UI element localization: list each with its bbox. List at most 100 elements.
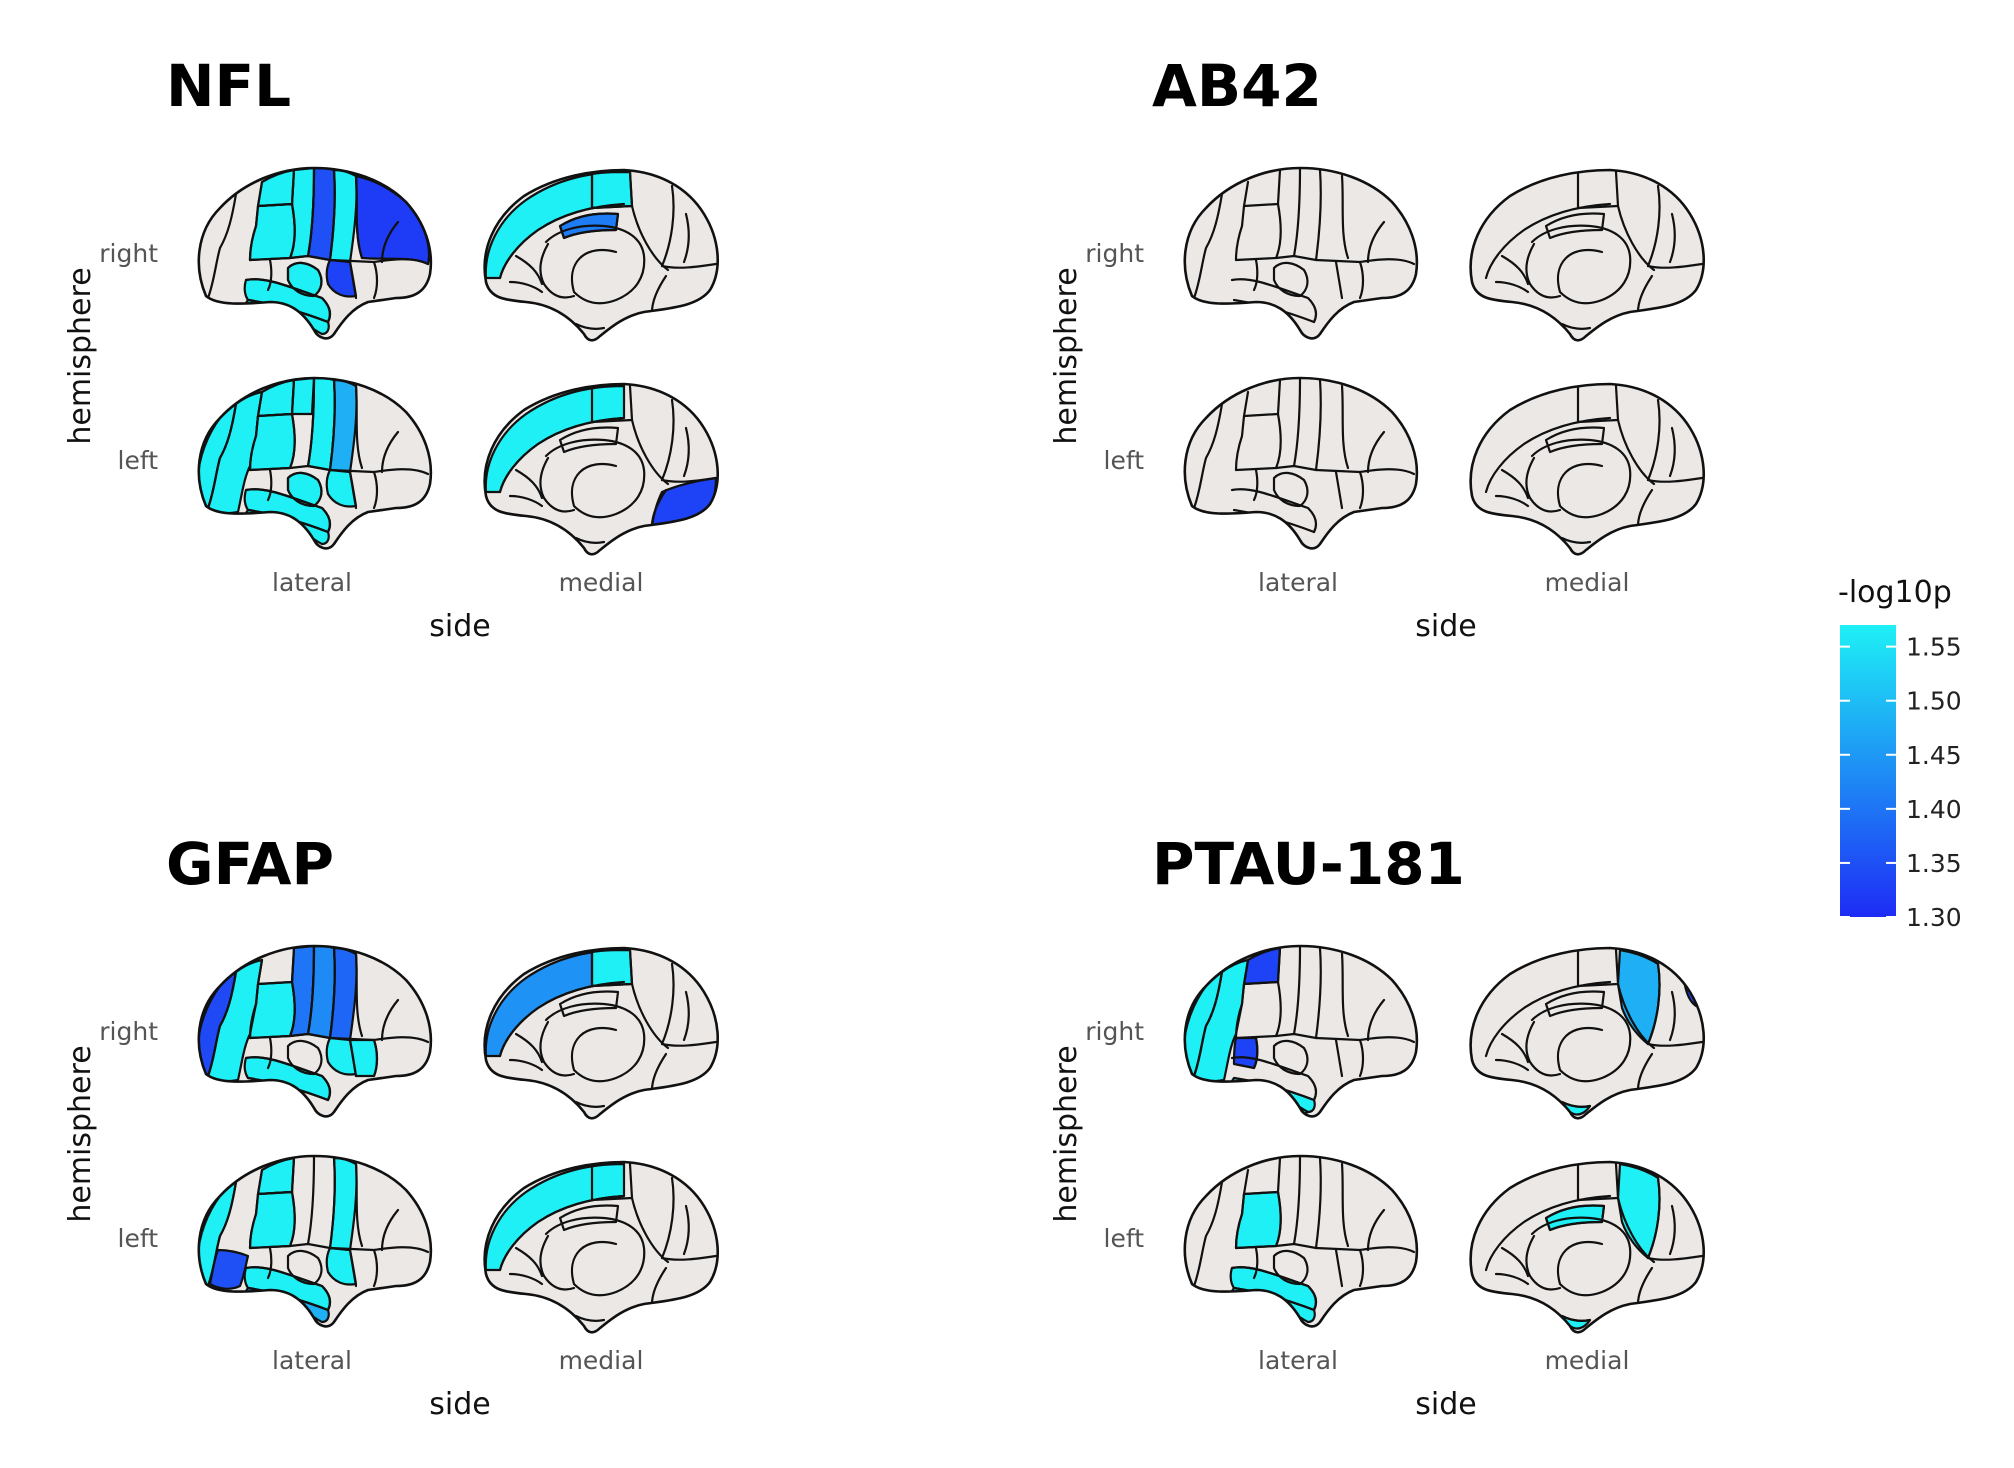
row-label-right: right [99,239,158,268]
cortex-surface [1470,384,1704,555]
region-paracentral [590,170,634,210]
region-boundary [248,390,264,472]
legend-tick-label: 1.40 [1906,795,1962,824]
region-boundary [1192,192,1224,300]
x-axis-title: side [429,1387,490,1422]
region-boundary [1500,1032,1530,1064]
row-label-left: left [118,1224,159,1253]
region-superior-parietal [1242,946,1282,986]
region-boundary [1192,402,1224,510]
region-boundary [380,220,400,264]
col-label-lateral: lateral [1258,568,1338,597]
region-boundary [682,1204,690,1256]
region-boundary [1234,1242,1318,1250]
col-label-lateral: lateral [1258,1346,1338,1375]
region-boundary [1646,1176,1661,1260]
panel-title: AB42 [1152,52,1322,120]
region-boundary [1274,378,1282,470]
region-superior-parietal [256,378,296,418]
region-boundary [1252,468,1259,502]
row-label-right: right [1085,1017,1144,1046]
region-boundary [372,1248,379,1288]
region-boundary [248,1032,332,1040]
region-boundary [514,254,544,286]
region-boundary [508,1058,544,1072]
region-boundary [1636,274,1654,314]
region-boundary [514,1246,544,1278]
brain-outline [1183,1154,1419,1328]
region-boundary [544,224,646,305]
region-bankssts [1232,1036,1259,1070]
region-boundary [650,1266,668,1306]
brain-ptau181-right-lateral [1183,944,1419,1118]
region-boundary [650,488,668,528]
region-boundary [1646,1254,1704,1261]
brain-ab42-left-medial [1469,382,1705,556]
region-boundary [1560,1100,1592,1108]
y-axis-title: hemisphere [1049,267,1084,444]
region-boundary [1544,1204,1606,1232]
region-boundary [288,946,296,1038]
x-axis-title: side [429,609,490,644]
region-boundary [1252,1036,1259,1070]
region-boundary [1340,1162,1350,1248]
region-boundary [1314,168,1322,262]
region-boundary [1234,958,1250,1040]
x-axis-title: side [1415,1387,1476,1422]
region-boundary [256,1190,294,1196]
region-boundary [1636,488,1654,528]
panel-title: GFAP [166,830,334,898]
region-boundary [266,468,273,502]
brain-gfap-right-medial [483,946,719,1120]
col-label-lateral: lateral [272,568,352,597]
region-postcentral-upper [290,378,316,416]
region-boundary [1358,1038,1365,1078]
region-boundary [1636,1266,1654,1306]
region-boundary [514,468,544,500]
region-boundary [1242,980,1280,986]
region-boundary [558,990,620,1018]
brain-outline [1183,376,1419,550]
brain-outline [1469,1160,1705,1334]
brain-ptau181-right-medial [1469,946,1705,1120]
region-boundary [1234,390,1250,472]
region-boundary [1530,438,1632,519]
region-boundary [1530,224,1632,305]
region-boundary [1530,1216,1632,1297]
region-boundary [1230,1056,1318,1102]
region-boundary [1314,378,1322,472]
region-boundary [1230,1266,1318,1312]
region-boundary [1544,212,1606,240]
region-boundary [660,184,675,268]
region-boundary [650,1052,668,1092]
region-boundary [248,1242,332,1250]
region-boundary [1366,430,1386,474]
region-boundary [682,426,690,478]
region-boundary [288,1156,296,1248]
region-boundary [660,1040,718,1047]
legend-title: -log10p [1838,575,1952,610]
region-boundary [1500,1246,1530,1278]
brain-ptau181-left-medial [1469,1160,1705,1334]
region-boundary [306,168,316,258]
cortex-surface [1470,170,1704,341]
region-boundary [354,1162,364,1248]
region-boundary [1560,536,1592,544]
region-boundary [1646,184,1661,268]
colorbar [1840,625,1896,917]
region-boundary [1230,488,1318,534]
region-boundary [1274,946,1282,1038]
region-boundary [372,1038,379,1078]
region-boundary [380,430,400,474]
row-label-left: left [1104,446,1145,475]
brain-outline [483,382,719,556]
region-boundary [256,412,294,418]
region-boundary [539,1020,576,1077]
region-boundary [1274,168,1282,260]
region-boundary [574,536,606,544]
panel-title: PTAU-181 [1152,830,1465,898]
brain-outline [483,946,719,1120]
region-boundary [1525,456,1562,513]
region-boundary [288,378,296,470]
